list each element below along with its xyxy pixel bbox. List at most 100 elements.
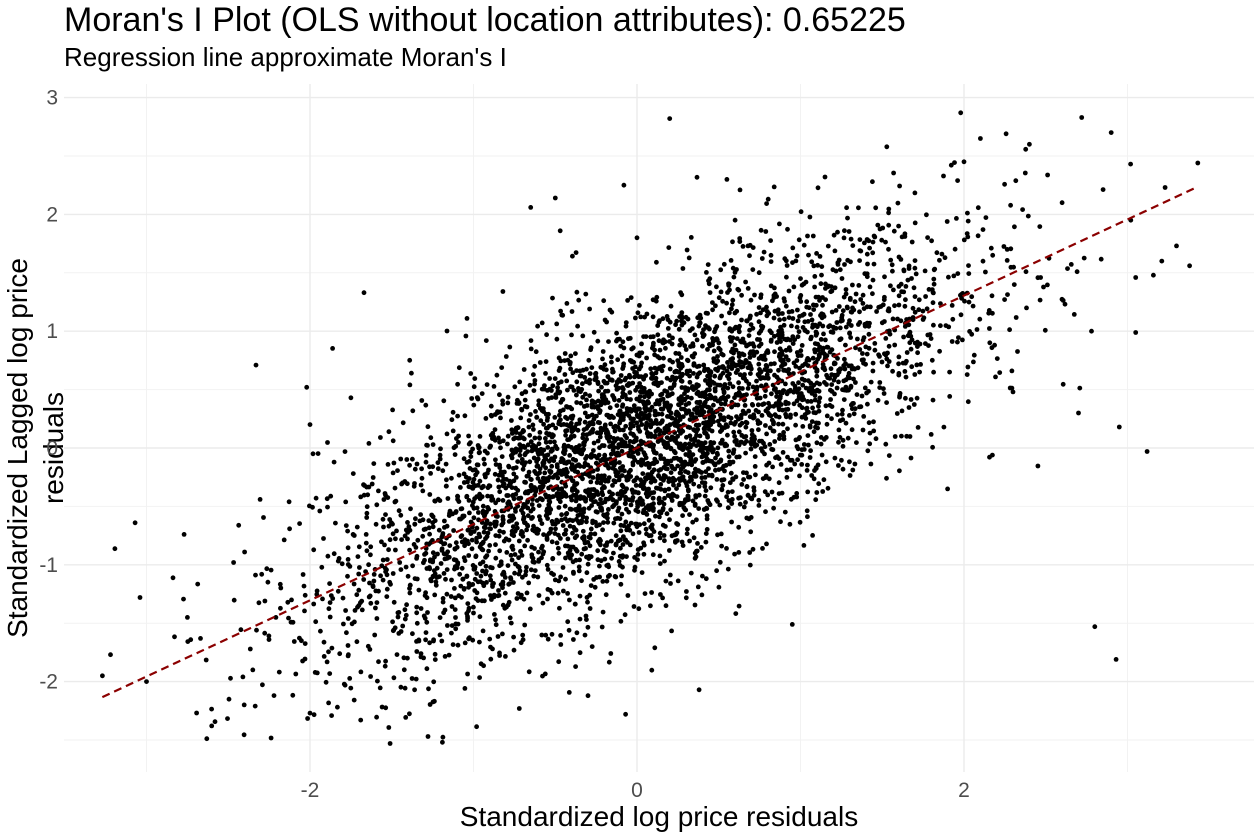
data-point	[769, 330, 774, 336]
data-point	[1004, 258, 1010, 263]
data-point	[961, 159, 967, 165]
data-point	[500, 517, 506, 523]
data-point	[402, 607, 408, 613]
data-point	[445, 496, 451, 501]
data-point	[430, 524, 436, 530]
data-point	[721, 477, 727, 482]
data-point	[794, 398, 800, 404]
data-point	[621, 361, 627, 367]
data-point	[702, 480, 708, 486]
data-point	[868, 461, 874, 467]
data-point	[374, 600, 380, 605]
data-point	[801, 543, 807, 548]
data-point	[687, 449, 692, 455]
data-point	[848, 236, 854, 242]
data-point	[341, 681, 347, 687]
data-point	[729, 338, 734, 344]
data-point	[852, 299, 858, 305]
data-point	[862, 240, 867, 246]
data-point	[455, 560, 461, 566]
data-point	[751, 434, 757, 440]
data-point	[473, 596, 479, 601]
data-point	[474, 590, 480, 596]
data-point	[783, 381, 788, 387]
data-point	[401, 655, 407, 661]
data-point	[740, 364, 746, 369]
data-point	[603, 397, 609, 402]
data-point	[696, 383, 701, 388]
data-point	[743, 424, 749, 430]
data-point	[559, 517, 564, 523]
data-point	[912, 265, 918, 271]
data-point	[601, 474, 607, 480]
data-point	[563, 543, 568, 549]
data-point	[990, 310, 995, 316]
data-point	[658, 364, 664, 370]
data-point	[383, 512, 388, 517]
data-point	[519, 553, 525, 558]
data-point	[543, 456, 549, 462]
data-point	[767, 442, 773, 447]
data-point	[730, 239, 735, 245]
data-point	[455, 642, 461, 648]
data-point	[545, 445, 551, 450]
data-point	[330, 596, 336, 601]
data-point	[509, 431, 515, 436]
data-point	[787, 521, 793, 527]
data-point	[1065, 266, 1070, 271]
data-point	[794, 491, 800, 496]
data-point	[964, 231, 970, 237]
data-point	[562, 451, 567, 457]
data-point	[659, 419, 665, 425]
data-point	[909, 337, 915, 343]
data-point	[424, 595, 430, 601]
data-point	[404, 457, 410, 462]
data-point	[571, 571, 576, 576]
data-point	[327, 581, 332, 586]
data-point	[463, 333, 469, 339]
data-point	[836, 439, 841, 445]
data-point	[758, 383, 764, 389]
data-point	[348, 685, 354, 691]
data-point	[452, 607, 458, 612]
data-point	[414, 553, 420, 559]
data-point	[864, 351, 870, 357]
data-point	[493, 542, 498, 548]
data-point	[593, 519, 598, 525]
data-point	[558, 308, 563, 314]
y-tick-label: 3	[46, 87, 58, 110]
data-point	[590, 399, 596, 404]
data-point	[172, 634, 177, 640]
data-point	[780, 361, 786, 367]
data-point	[677, 470, 683, 476]
data-point	[805, 399, 810, 404]
data-point	[768, 259, 774, 264]
data-point	[462, 543, 467, 549]
data-point	[606, 439, 612, 444]
data-point	[763, 509, 768, 515]
data-point	[901, 268, 907, 274]
data-points	[100, 110, 1201, 746]
data-point	[872, 347, 878, 353]
data-point	[910, 317, 916, 323]
data-point	[523, 503, 528, 509]
data-point	[674, 318, 680, 324]
data-point	[526, 669, 532, 675]
data-point	[674, 440, 680, 446]
data-point	[569, 497, 575, 503]
data-point	[480, 628, 486, 634]
data-point	[588, 583, 594, 588]
data-point	[726, 448, 732, 454]
data-point	[550, 447, 555, 453]
data-point	[734, 438, 739, 443]
data-point	[584, 366, 589, 372]
data-point	[718, 267, 724, 273]
data-point	[703, 531, 709, 536]
data-point	[669, 628, 674, 634]
data-point	[735, 367, 740, 373]
data-point	[769, 489, 775, 495]
data-point	[724, 443, 730, 448]
data-point	[723, 398, 729, 403]
data-point	[1116, 424, 1122, 430]
data-point	[555, 389, 561, 394]
